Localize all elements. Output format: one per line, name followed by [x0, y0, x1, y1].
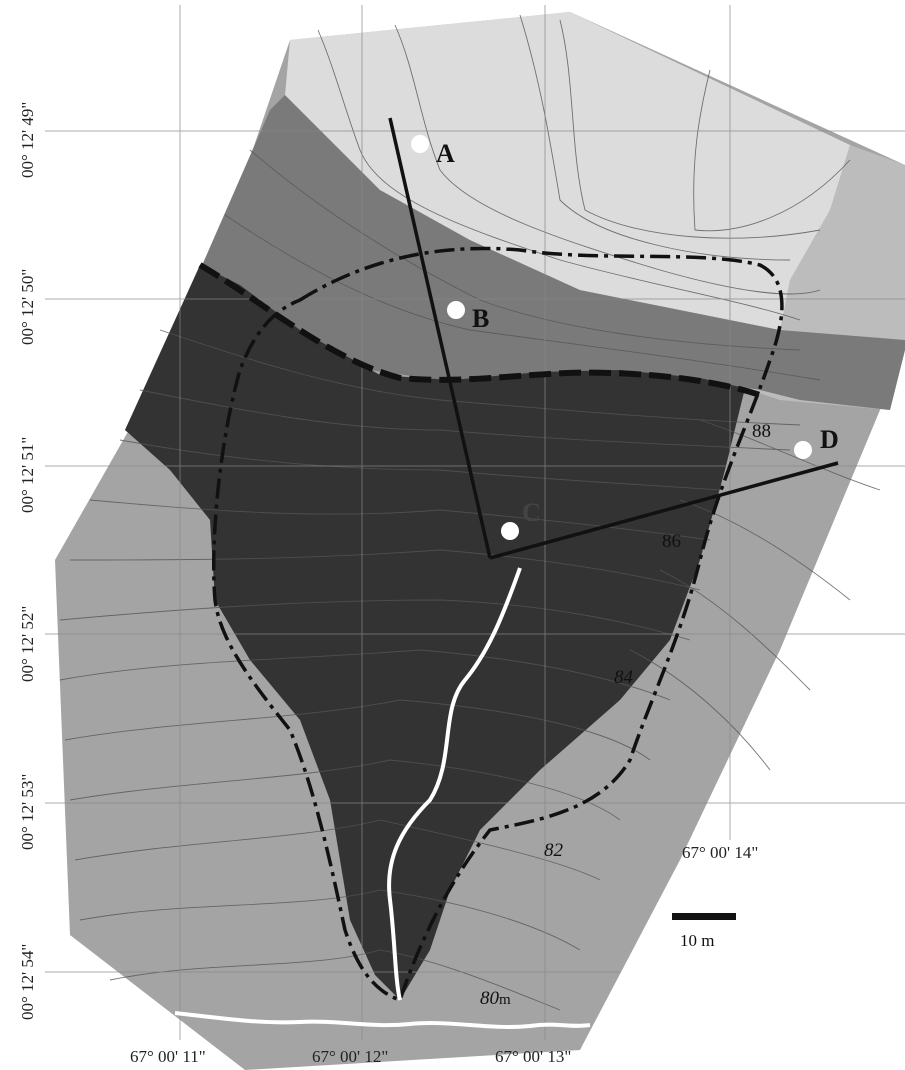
- graticule: [45, 5, 905, 1040]
- point-c-marker: [501, 522, 519, 540]
- point-d-marker: [794, 441, 812, 459]
- scale-bar: 10 m: [672, 913, 736, 950]
- contour-label-80: 80m: [480, 988, 511, 1009]
- point-a-label: A: [436, 139, 455, 168]
- scale-bar-label: 10 m: [680, 931, 714, 950]
- contour-lines: [59, 14, 881, 1011]
- contour-label-86: 86: [662, 531, 681, 552]
- contour-unit: m: [499, 992, 511, 1008]
- dashed-boundary: [198, 262, 761, 398]
- point-a-marker: [411, 135, 429, 153]
- lon-label-14: 67° 00' 14": [682, 843, 758, 862]
- lat-label-53: 00° 12' 53": [18, 774, 37, 850]
- lat-label-52: 00° 12' 52": [18, 606, 37, 682]
- zone-dark-core: [125, 265, 745, 1000]
- lon-label-12: 67° 00' 12": [312, 1047, 388, 1066]
- contour-label-82: 82: [544, 840, 564, 861]
- lat-label-49: 00° 12' 49": [18, 102, 37, 178]
- river-line: [174, 1011, 591, 1029]
- point-b-label: B: [472, 304, 489, 333]
- lon-label-13: 67° 00' 13": [495, 1047, 571, 1066]
- stream-line: [387, 567, 522, 1001]
- zone-top-light: [285, 12, 850, 330]
- contour-label-80-value: 80: [480, 988, 500, 1009]
- point-b-marker: [447, 301, 465, 319]
- point-d-label: D: [820, 425, 839, 454]
- scale-bar-line: [672, 913, 736, 920]
- point-c-label: C: [522, 498, 541, 527]
- lon-label-11: 67° 00' 11": [130, 1047, 206, 1066]
- contour-label-84: 84: [614, 667, 634, 688]
- zones: [55, 12, 905, 1070]
- point-labels: A B C D: [436, 139, 839, 527]
- sample-points: [411, 135, 812, 540]
- transects: [388, 117, 839, 560]
- lat-label-54: 00° 12' 54": [18, 944, 37, 1020]
- contour-labels: 88 86 84 82 80m: [480, 421, 771, 1009]
- latitude-labels: 00° 12' 49" 00° 12' 50" 00° 12' 51" 00° …: [18, 102, 37, 1020]
- lat-label-51: 00° 12' 51": [18, 437, 37, 513]
- dashdot-boundary: [211, 246, 784, 1003]
- longitude-labels: 67° 00' 11" 67° 00' 12" 67° 00' 13" 67° …: [130, 843, 758, 1066]
- lat-label-50: 00° 12' 50": [18, 269, 37, 345]
- contour-label-88: 88: [752, 421, 771, 442]
